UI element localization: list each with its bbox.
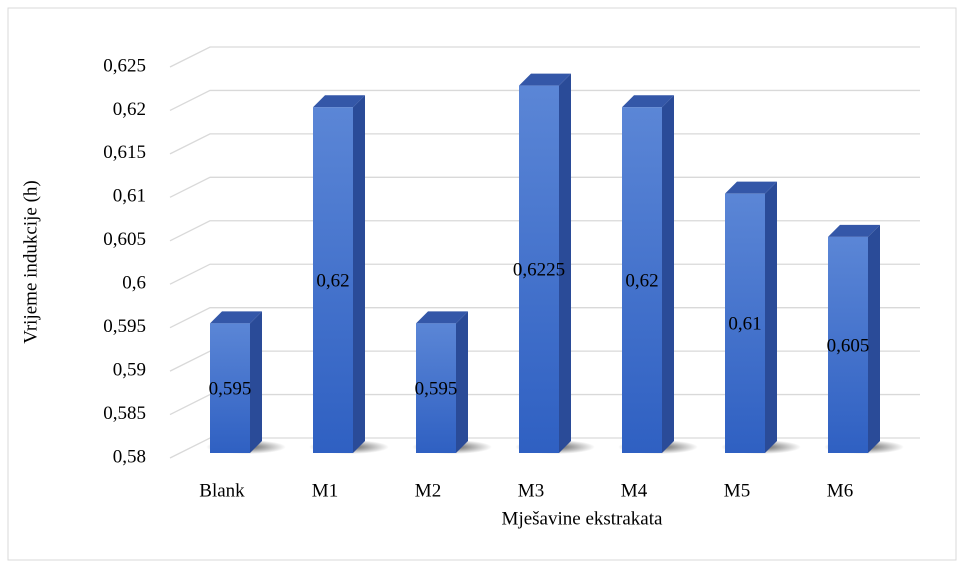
value-label: 0,62 (316, 270, 349, 291)
grid-line (169, 307, 920, 329)
y-tick-label: 0,62 (113, 99, 146, 120)
y-tick-label: 0,585 (103, 403, 146, 424)
bar-side (353, 95, 365, 453)
y-tick-label: 0,625 (103, 55, 146, 76)
x-axis-label: Mješavine ekstrakata (502, 508, 663, 529)
value-label: 0,605 (827, 335, 870, 356)
x-tick-label: M1 (312, 480, 338, 501)
bar-top (828, 224, 880, 237)
bar (725, 193, 765, 453)
bar (519, 85, 559, 453)
value-label: 0,62 (625, 270, 658, 291)
y-tick-label: 0,59 (113, 359, 146, 380)
y-tick-label: 0,615 (103, 142, 146, 163)
bar-side (456, 311, 468, 453)
bar-side (765, 181, 777, 453)
grid-line (169, 46, 920, 68)
y-axis-label: Vrijeme indukcije (h) (20, 180, 41, 343)
bar (210, 323, 250, 453)
grid-line (169, 220, 920, 242)
grid-line (169, 89, 920, 112)
x-tick-label: M4 (621, 480, 648, 501)
bar-top (622, 95, 674, 108)
bar-top (519, 73, 571, 86)
y-tick-label: 0,595 (103, 316, 146, 337)
bar (416, 323, 456, 453)
y-tick-label: 0,6 (122, 273, 146, 294)
y-tick-label: 0,58 (113, 446, 146, 467)
x-tick-label: M5 (724, 480, 750, 501)
x-tick-label: M3 (518, 480, 544, 501)
bar-top (210, 311, 262, 324)
bar-top (313, 95, 365, 108)
bar-side (250, 311, 262, 453)
x-tick-label: M2 (415, 480, 441, 501)
value-label: 0,595 (209, 379, 252, 400)
value-label: 0,6225 (513, 260, 565, 281)
x-tick-label: Blank (199, 480, 245, 501)
grid-line (169, 176, 920, 198)
bar (622, 107, 662, 453)
y-tick-label: 0,61 (113, 186, 146, 207)
grid-line (169, 133, 920, 155)
bar-top (725, 181, 777, 194)
bar-side (662, 95, 674, 453)
bar-top (416, 311, 468, 324)
chart-frame (7, 7, 957, 561)
value-label: 0,595 (415, 379, 458, 400)
bar (313, 107, 353, 453)
bar-side (868, 224, 880, 453)
bar (828, 236, 868, 453)
x-tick-label: M6 (827, 480, 853, 501)
grid-line (169, 263, 920, 285)
y-tick-label: 0,605 (103, 229, 146, 250)
value-label: 0,61 (728, 314, 761, 335)
bar-side (559, 73, 571, 453)
